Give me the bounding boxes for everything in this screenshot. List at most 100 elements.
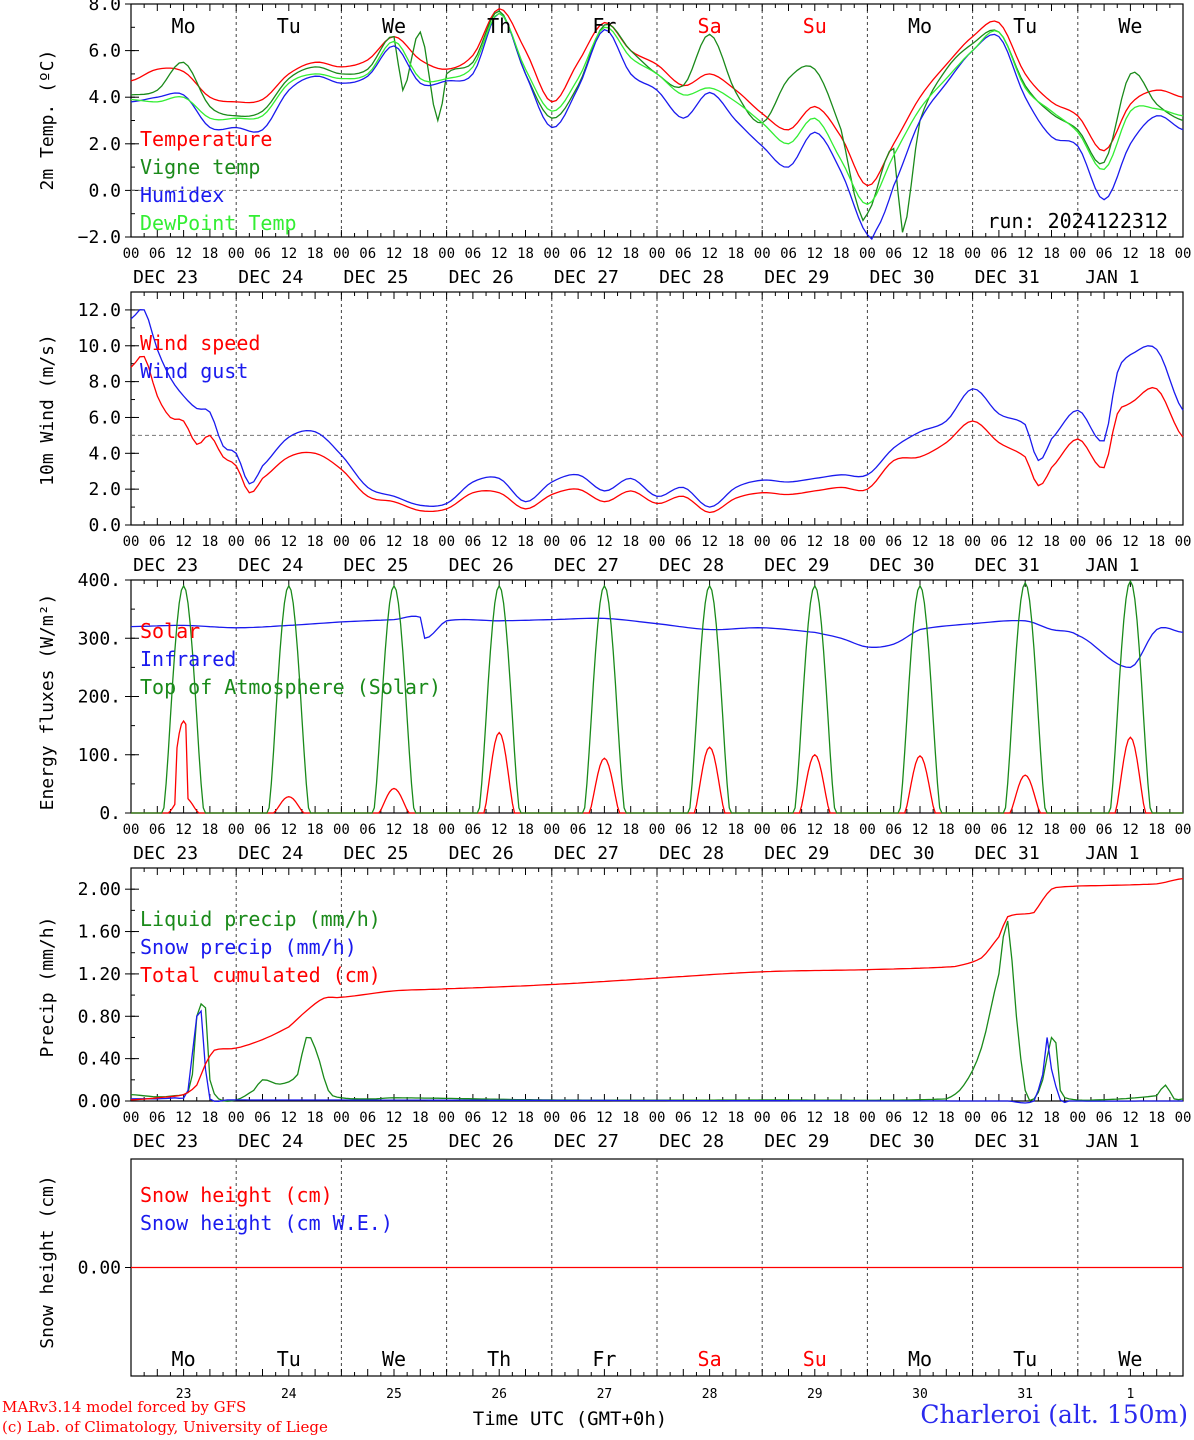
x-tick-label: 12 [280,1110,297,1126]
x-tick-label: 12 [701,246,718,262]
legend-entry: Wind speed [140,331,260,355]
x-tick-label: 06 [464,822,481,838]
x-tick-label: 06 [675,246,692,262]
x-tick-label: 06 [990,534,1007,550]
weekday-label: We [382,14,406,38]
date-label: DEC 30 [869,843,934,864]
x-tick-label: 00 [333,822,350,838]
date-label: DEC 25 [343,555,408,576]
day-number: 29 [807,1387,823,1402]
x-tick-label: 06 [464,246,481,262]
date-label: DEC 28 [659,555,724,576]
x-tick-label: 12 [701,822,718,838]
x-tick-label: 06 [254,1110,271,1126]
day-number: 24 [281,1387,297,1402]
y-tick-label: 0. [99,803,121,824]
date-label: DEC 24 [238,843,303,864]
weekday-label-bottom: Fr [592,1347,616,1371]
series-line-infrared [130,615,1184,669]
model-credit: MARv3.14 model forced by GFS [2,1398,247,1416]
x-tick-label: 00 [333,246,350,262]
date-label: DEC 26 [449,267,514,288]
series-line-wind-speed [130,355,1184,514]
x-tick-label: 06 [990,1110,1007,1126]
x-tick-label: 12 [912,1110,929,1126]
time-axis-label: Time UTC (GMT+0h) [473,1408,667,1430]
x-tick-label: 00 [438,534,455,550]
x-tick-label: 12 [386,822,403,838]
x-tick-label: 06 [885,822,902,838]
x-tick-label: 00 [1175,246,1192,262]
series-line-temperature [130,7,1184,187]
x-tick-label: 06 [149,822,166,838]
x-tick-label: 18 [727,822,744,838]
day-number: 28 [702,1387,718,1402]
x-tick-label: 00 [543,822,560,838]
x-tick-label: 12 [1122,1110,1139,1126]
x-tick-label: 00 [964,1110,981,1126]
x-tick-label: 00 [333,534,350,550]
weekday-label-bottom: Th [487,1347,511,1371]
y-tick-label: 8.0 [88,0,121,15]
x-tick-label: 06 [780,534,797,550]
y-tick-label: 2.0 [88,479,121,500]
x-tick-label: 00 [859,822,876,838]
series-line-humidex [130,12,1184,241]
legend-entry: Snow height (cm W.E.) [140,1211,393,1235]
x-tick-label: 00 [438,822,455,838]
legend-entry: Wind gust [140,359,248,383]
date-label: DEC 23 [133,555,198,576]
legend-entry: Temperature [140,127,272,151]
y-tick-label: 200. [78,687,121,708]
x-tick-label: 18 [517,534,534,550]
x-tick-label: 00 [964,246,981,262]
x-tick-label: 00 [543,1110,560,1126]
date-label: DEC 27 [554,267,619,288]
x-tick-label: 06 [1096,822,1113,838]
legend-entry: Top of Atmosphere (Solar) [140,675,441,699]
x-tick-label: 06 [464,534,481,550]
date-label: DEC 23 [133,267,198,288]
x-tick-label: 18 [833,246,850,262]
x-tick-label: 18 [938,1110,955,1126]
x-tick-label: 12 [596,1110,613,1126]
x-tick-label: 00 [859,534,876,550]
x-tick-label: 18 [201,1110,218,1126]
weekday-label-bottom: Mo [172,1347,196,1371]
x-tick-label: 18 [622,246,639,262]
legend-entry: Infrared [140,647,236,671]
x-tick-label: 00 [964,822,981,838]
x-tick-label: 12 [701,534,718,550]
date-label: DEC 27 [554,1131,619,1152]
x-tick-label: 06 [780,822,797,838]
date-label: DEC 29 [764,1131,829,1152]
x-tick-label: 12 [280,246,297,262]
y-axis-label: Energy fluxes (W/m²) [37,594,58,811]
x-tick-label: 12 [491,246,508,262]
y-tick-label: 6.0 [88,41,121,62]
date-label: JAN 1 [1085,555,1139,576]
weekday-label-bottom: We [1118,1347,1142,1371]
y-tick-label: 400. [78,570,121,591]
x-tick-label: 06 [359,822,376,838]
x-tick-label: 12 [386,534,403,550]
date-label: DEC 30 [869,267,934,288]
day-number: 26 [491,1387,507,1402]
x-tick-label: 18 [201,534,218,550]
x-tick-label: 18 [412,822,429,838]
date-label: JAN 1 [1085,843,1139,864]
x-tick-label: 12 [491,822,508,838]
x-tick-label: 18 [1043,822,1060,838]
date-label: JAN 1 [1085,267,1139,288]
x-tick-label: 12 [175,1110,192,1126]
x-tick-label: 12 [596,534,613,550]
x-tick-label: 18 [622,822,639,838]
x-tick-label: 00 [543,246,560,262]
y-tick-label: 4.0 [88,87,121,108]
lab-credit: (c) Lab. of Climatology, University of L… [2,1418,328,1436]
legend-entry: Snow precip (mm/h) [140,935,357,959]
station-name: Charleroi (alt. 150m) [920,1400,1188,1429]
weekday-label: Tu [1013,14,1037,38]
x-tick-label: 12 [1017,534,1034,550]
